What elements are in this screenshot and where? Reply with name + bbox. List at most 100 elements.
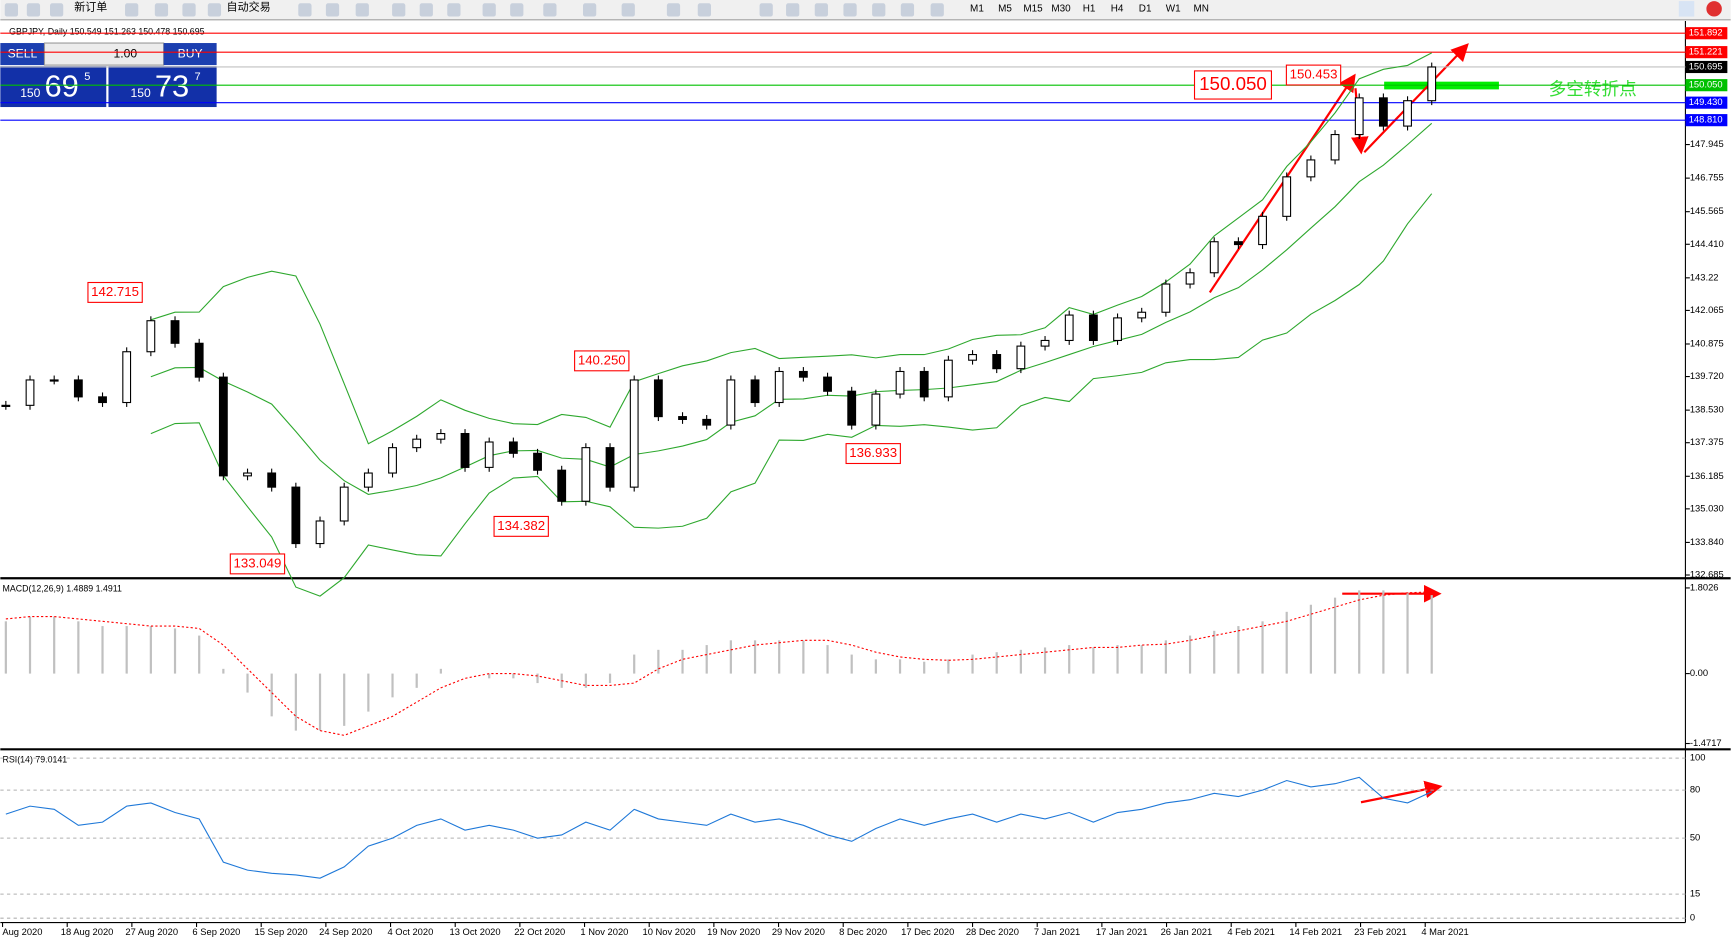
timeframe[interactable]: M5: [998, 3, 1012, 14]
new-order[interactable]: 新订单: [74, 0, 107, 14]
y-tick-label: 147.945: [1690, 139, 1724, 149]
candle: [1282, 176, 1292, 217]
candle: [291, 486, 301, 545]
annotation-box: [1193, 70, 1272, 100]
tool-icon[interactable]: [666, 3, 681, 17]
tool-icon[interactable]: [419, 3, 433, 17]
candle: [218, 376, 228, 477]
x-tick-label: 17 Jan 2021: [1096, 927, 1148, 937]
annotation-box: [1285, 64, 1342, 86]
buy-button[interactable]: [163, 43, 217, 66]
timeframe[interactable]: M1: [970, 3, 984, 14]
tool-icon[interactable]: [872, 3, 886, 17]
buy-label[interactable]: BUY: [178, 46, 203, 60]
price-tag: [1685, 96, 1728, 109]
tool-icon[interactable]: [814, 3, 828, 17]
tool-icon[interactable]: [621, 3, 635, 17]
annotation: 150.050: [1199, 73, 1267, 94]
tool-icon[interactable]: [355, 3, 369, 17]
y-tick-label: 15: [1690, 889, 1700, 899]
timeframe[interactable]: M15: [1023, 3, 1043, 14]
candle: [533, 452, 542, 471]
x-tick-label: 19 Nov 2020: [707, 927, 760, 937]
ask-box[interactable]: [108, 66, 217, 108]
candle: [194, 342, 204, 378]
y-tick-label: 143.22: [1690, 272, 1719, 282]
macd-signal: [5, 591, 1432, 736]
candle: [1209, 241, 1219, 274]
timeframe[interactable]: W1: [1166, 3, 1181, 14]
auto-trade[interactable]: 自动交易: [227, 0, 271, 14]
tool-icon[interactable]: [298, 3, 312, 17]
tool-icon[interactable]: [697, 3, 712, 17]
annotation: 136.933: [849, 445, 897, 460]
tool-icon[interactable]: [447, 3, 461, 17]
tool-icon[interactable]: [125, 3, 139, 17]
candle: [1258, 215, 1267, 246]
candle: [629, 379, 639, 488]
notification[interactable]: [1706, 1, 1722, 17]
tool-icon[interactable]: [843, 3, 857, 17]
bid-box[interactable]: [0, 66, 107, 108]
y-tick-label: -1.4717: [1690, 738, 1722, 748]
tool-icon[interactable]: [930, 3, 944, 17]
x-tick-label: 1 Nov 2020: [580, 927, 628, 937]
tool-icon[interactable]: [482, 3, 496, 17]
lot-field[interactable]: [43, 42, 165, 66]
timeframe[interactable]: M30: [1051, 3, 1071, 14]
ask-sup: 7: [195, 71, 201, 83]
y-tick-label: 132.685: [1690, 569, 1724, 579]
candle: [895, 370, 905, 395]
tool-icon[interactable]: [392, 3, 406, 17]
candle: [25, 379, 35, 406]
candle: [847, 390, 857, 426]
candle: [653, 379, 663, 418]
timeframe[interactable]: MN: [1193, 3, 1208, 14]
timeframe[interactable]: H1: [1083, 3, 1096, 14]
ask-main: 73: [155, 68, 189, 103]
y-tick-label: 100: [1690, 753, 1706, 763]
sell-button[interactable]: [0, 43, 45, 66]
tool-icon[interactable]: [26, 3, 41, 17]
tool-icon[interactable]: [759, 3, 773, 17]
y-tick-label: 145.565: [1690, 206, 1724, 216]
tool-icon[interactable]: [510, 3, 524, 17]
lot-value[interactable]: 1.00: [114, 46, 138, 60]
tool-icon[interactable]: [49, 3, 64, 17]
tool-icon[interactable]: [786, 3, 800, 17]
candle: [1064, 314, 1074, 342]
candle: [726, 379, 736, 426]
candle: [267, 472, 277, 488]
candle: [1233, 241, 1243, 246]
candle: [678, 416, 687, 420]
arrow: [1363, 43, 1469, 154]
x-tick-label: 4 Mar 2021: [1421, 927, 1468, 937]
x-tick-label: 17 Dec 2020: [901, 927, 954, 937]
timeframe[interactable]: H4: [1111, 3, 1124, 14]
tool-icon[interactable]: [207, 3, 222, 17]
tool-icon[interactable]: [182, 3, 196, 17]
sell-label[interactable]: SELL: [8, 46, 38, 60]
tool-icon[interactable]: [543, 3, 557, 17]
rsi-label: RSI(14) 79.0141: [3, 755, 68, 765]
bid-sup: 5: [84, 71, 90, 83]
x-tick-label: 8 Dec 2020: [839, 927, 887, 937]
x-tick-label: 18 Aug 2020: [61, 927, 114, 937]
timeframe[interactable]: D1: [1139, 3, 1152, 14]
tool-icon[interactable]: [900, 3, 915, 17]
tool-icon[interactable]: [154, 3, 169, 17]
arrow: [1360, 780, 1443, 804]
price-tag-label: 151.892: [1689, 28, 1723, 38]
annotation: 150.453: [1290, 67, 1338, 82]
x-tick-label: 23 Feb 2021: [1354, 927, 1407, 937]
candle: [1, 404, 11, 407]
tool-icon[interactable]: [582, 3, 597, 17]
y-tick-label: 142.065: [1690, 305, 1724, 315]
search-icon[interactable]: [1678, 1, 1695, 17]
tool-icon[interactable]: [325, 3, 340, 17]
price-tag: [1685, 46, 1728, 59]
tool-icon[interactable]: [4, 3, 18, 17]
candle: [98, 396, 107, 404]
y-tick-label: 139.720: [1690, 371, 1724, 381]
